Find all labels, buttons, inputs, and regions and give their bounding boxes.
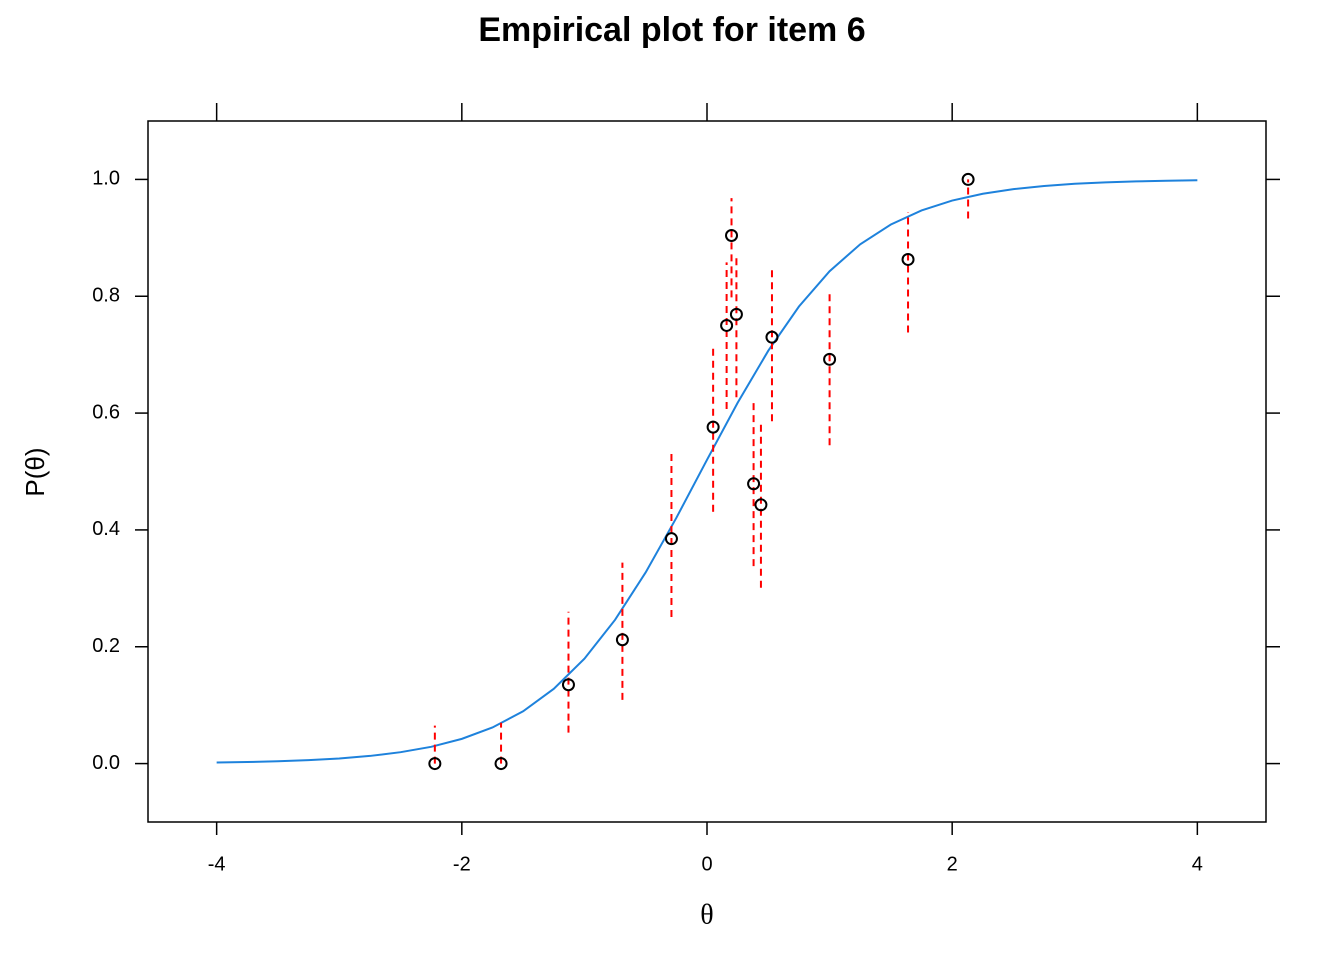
x-tick-label: 4 (1192, 853, 1203, 875)
x-tick-label: 0 (701, 853, 712, 875)
data-point (961, 172, 975, 186)
data-point (720, 318, 734, 332)
data-point (901, 252, 915, 266)
data-point (706, 420, 720, 434)
y-tick-label: 1.0 (92, 168, 120, 190)
data-point (747, 477, 761, 491)
y-tick-label: 0.8 (92, 285, 120, 307)
y-tick-label: 0.2 (92, 635, 120, 657)
y-tick-label: 0.4 (92, 518, 120, 540)
x-tick-label: -2 (453, 853, 471, 875)
chart-title: Empirical plot for item 6 (478, 11, 865, 49)
fitted-curve (216, 179, 1198, 764)
y-axis-label: P(θ) (20, 447, 50, 496)
data-point (561, 678, 575, 692)
plot-frame (147, 120, 1267, 823)
x-tick-label: 2 (947, 853, 958, 875)
data-point (754, 498, 768, 512)
data-point (729, 307, 743, 321)
x-tick-label: -4 (208, 853, 226, 875)
y-tick-label: 0.6 (92, 401, 120, 423)
data-point (664, 532, 678, 546)
x-axis-label: θ (700, 899, 713, 930)
data-point (823, 352, 837, 366)
data-point (428, 757, 442, 771)
y-tick-label: 0.0 (92, 752, 120, 774)
data-point (494, 757, 508, 771)
data-point (765, 330, 779, 344)
data-point (725, 228, 739, 242)
data-point (615, 633, 629, 647)
